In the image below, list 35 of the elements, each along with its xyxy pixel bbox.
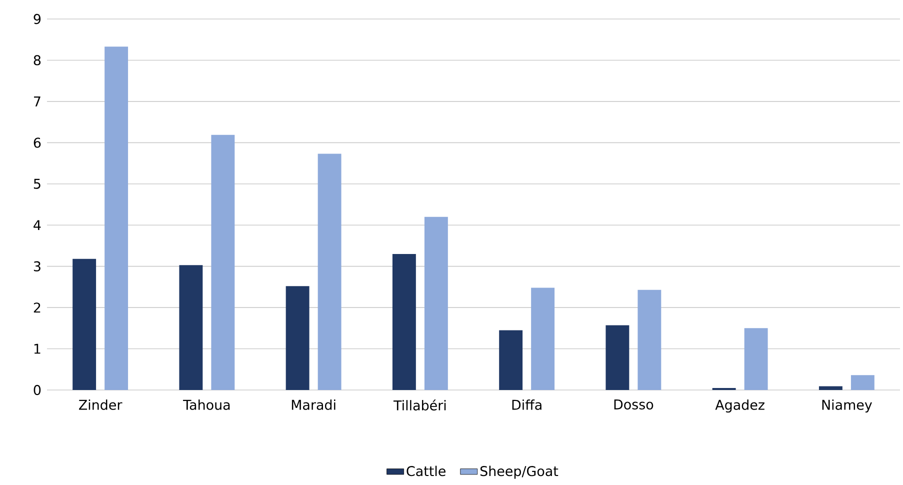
y-tick-label: 4 xyxy=(34,220,41,230)
y-tick-label: 2 xyxy=(34,302,40,313)
x-tick-label: Agadez xyxy=(715,400,764,413)
legend-label: Cattle xyxy=(406,466,446,476)
bar xyxy=(424,216,448,390)
bar xyxy=(744,328,768,390)
bar xyxy=(286,286,310,390)
y-tick-label: 9 xyxy=(34,14,41,24)
x-tick-label: Dosso xyxy=(614,400,654,410)
bar xyxy=(850,375,874,390)
x-tick-label: Diffa xyxy=(512,400,542,410)
bar xyxy=(818,386,842,390)
y-tick-label: 5 xyxy=(34,178,40,189)
bar xyxy=(531,288,555,390)
y-tick-label: 7 xyxy=(34,96,40,106)
bar xyxy=(179,265,203,390)
x-tick-label: Tahoua xyxy=(183,400,230,410)
y-tick-label: 6 xyxy=(34,138,41,148)
bar xyxy=(606,325,630,390)
legend-label: Sheep/Goat xyxy=(480,466,558,479)
bar xyxy=(318,154,342,390)
bar xyxy=(499,330,523,390)
bar xyxy=(211,134,235,390)
x-tick-label: Zinder xyxy=(79,400,122,410)
bar xyxy=(104,46,128,390)
x-tick-label: Niamey xyxy=(822,400,872,413)
x-tick-label: Maradi xyxy=(292,400,336,410)
x-tick-label: Tillabéri xyxy=(393,400,446,410)
bar xyxy=(638,290,662,390)
y-tick-label: 3 xyxy=(34,261,40,272)
bar xyxy=(72,258,96,390)
y-tick-label: 0 xyxy=(34,384,41,396)
y-tick-label: 8 xyxy=(34,55,41,66)
y-tick-label: 1 xyxy=(34,344,40,354)
bar xyxy=(392,254,416,390)
